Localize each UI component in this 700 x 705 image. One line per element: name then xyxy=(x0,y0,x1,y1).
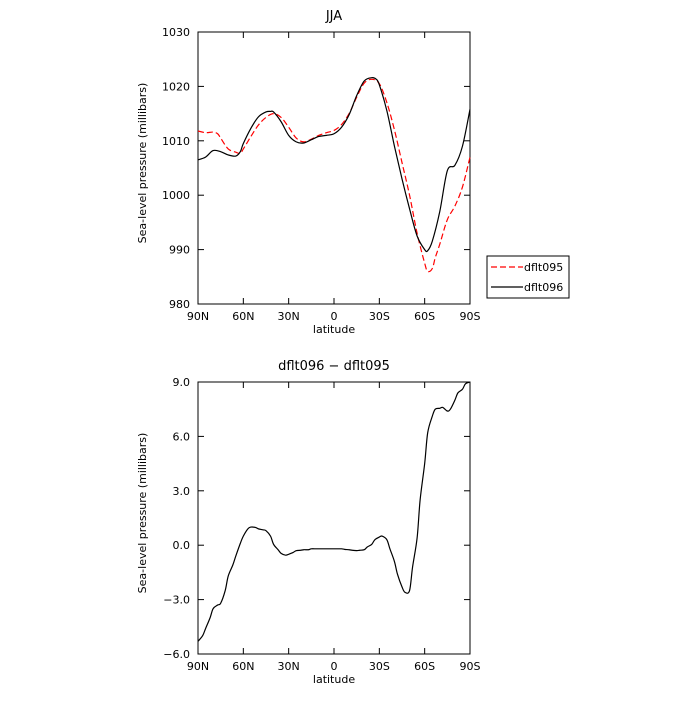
panel1-x-tick-label: 30S xyxy=(369,310,390,323)
panel2-x-tick-label: 90N xyxy=(187,660,209,673)
panel1-y-tick-label: 1030 xyxy=(162,26,190,39)
panel2-y-tick-label: 6.0 xyxy=(173,430,191,443)
panel1-legend-label-dflt096: dflt096 xyxy=(524,281,563,294)
panel2-x-tick-label: 0 xyxy=(331,660,338,673)
panel1-legend-box xyxy=(486,255,570,299)
panel2-x-tick-label: 90S xyxy=(460,660,481,673)
panel2-y-tick-label: 9.0 xyxy=(173,376,191,389)
panel1-series-line-dflt095 xyxy=(197,78,471,273)
panel2-plot-frame xyxy=(197,381,471,655)
panel2-y-axis-label: Sea-level pressure (millibars) xyxy=(136,433,149,594)
panel2-y-tick-label: −3.0 xyxy=(163,594,190,607)
panel1-x-tick-label: 60N xyxy=(232,310,254,323)
panel1-y-axis-label: Sea-level pressure (millibars) xyxy=(136,83,149,244)
panel2-y-tick-label: 3.0 xyxy=(173,485,191,498)
panel2-y-tick-label: 0.0 xyxy=(173,539,191,552)
panel1-x-tick-label: 30N xyxy=(278,310,300,323)
panel1-y-tick-label: 1010 xyxy=(162,135,190,148)
panel1-y-tick-label: 980 xyxy=(169,298,190,311)
panel1-plot-frame xyxy=(197,31,471,305)
panel1-y-tick-label: 1020 xyxy=(162,80,190,93)
panel2-y-tick-label: −6.0 xyxy=(163,648,190,661)
panel1-x-tick-label: 90S xyxy=(460,310,481,323)
panel2-x-axis-label: latitude xyxy=(313,673,355,686)
panel1-x-axis-label: latitude xyxy=(313,323,355,336)
panel2-x-tick-label: 30S xyxy=(369,660,390,673)
panel1-legend-label-dflt095: dflt095 xyxy=(524,261,563,274)
panel1-x-tick-label: 0 xyxy=(331,310,338,323)
panel2-title: dflt096 − dflt095 xyxy=(278,359,390,374)
panel1-series-line-dflt096 xyxy=(197,77,471,253)
panel2-x-tick-label: 30N xyxy=(278,660,300,673)
panel1-x-tick-label: 60S xyxy=(414,310,435,323)
panel2-series-line xyxy=(197,381,471,642)
panel2-x-tick-label: 60N xyxy=(232,660,254,673)
panel1-y-tick-label: 990 xyxy=(169,244,190,257)
panel1-y-tick-label: 1000 xyxy=(162,189,190,202)
panel1-title: JJA xyxy=(325,9,342,24)
panel1-x-tick-label: 90N xyxy=(187,310,209,323)
panel2-x-tick-label: 60S xyxy=(414,660,435,673)
